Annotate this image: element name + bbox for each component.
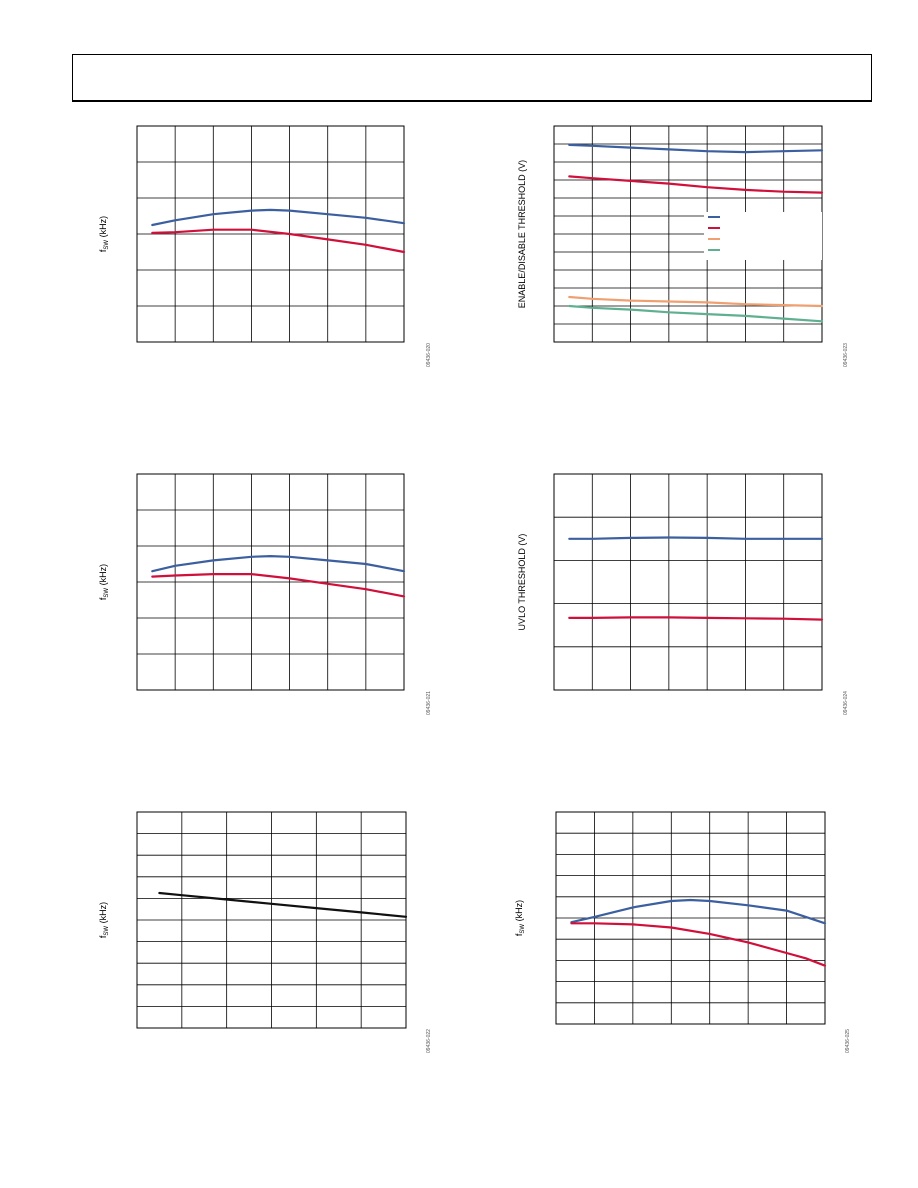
series-line-c5-black — [158, 891, 408, 918]
legend-box — [704, 212, 822, 260]
series-line-c3-blue — [151, 554, 406, 573]
y-axis-label-c6: fSW (kHz) — [514, 900, 526, 936]
y-axis-label-c4: UVLO THRESHOLD (V) — [517, 534, 527, 631]
y-axis-label-c5: fSW (kHz) — [98, 902, 110, 938]
figure-id-c3: 09436-021 — [426, 691, 432, 715]
y-axis-label-c3: fSW (kHz) — [98, 564, 110, 600]
figure-id-c1: 09436-020 — [426, 343, 432, 367]
y-axis-label-c2: ENABLE/DISABLE THRESHOLD (V) — [517, 160, 527, 308]
figure-id-c4: 09436-024 — [843, 691, 849, 715]
grid-layer — [136, 125, 826, 1029]
series-line-c4-red — [568, 616, 824, 621]
figure-id-c6: 09436-025 — [845, 1029, 851, 1053]
series-line-c1-blue — [151, 208, 406, 227]
series-line-c2-green — [568, 304, 824, 323]
series-line-c6-blue — [570, 898, 827, 925]
series-line-c2-red — [568, 175, 824, 194]
series-line-c3-red — [151, 572, 406, 598]
series-line-c2-orange — [568, 295, 824, 308]
figure-id-c5: 09436-022 — [426, 1029, 432, 1053]
series-layer — [151, 143, 827, 967]
plot-frame-c4 — [553, 473, 823, 691]
text-layer: fSW (kHz) 09436-020 ENABLE/DISABLE THRESHO… — [98, 160, 851, 1053]
series-line-c2-blue — [568, 143, 824, 154]
series-line-c4-blue — [568, 536, 824, 540]
figure-id-c2: 09436-023 — [843, 343, 849, 367]
y-axis-label-c1: fSW (kHz) — [98, 216, 110, 252]
series-line-c6-red — [570, 922, 827, 967]
page-header-frame — [72, 54, 872, 102]
series-line-c1-red — [151, 228, 406, 254]
